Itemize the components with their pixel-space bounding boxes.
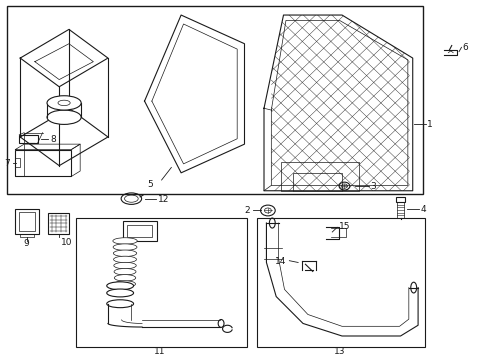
- Bar: [293, 173, 341, 191]
- Bar: [256, 218, 424, 347]
- Ellipse shape: [106, 289, 133, 297]
- Ellipse shape: [113, 244, 137, 250]
- Text: 12: 12: [158, 194, 169, 203]
- Bar: [281, 162, 358, 191]
- Ellipse shape: [113, 256, 136, 263]
- Text: 15: 15: [338, 222, 349, 231]
- Text: 11: 11: [154, 347, 165, 356]
- Ellipse shape: [114, 269, 136, 275]
- Bar: [127, 225, 152, 237]
- Ellipse shape: [113, 250, 137, 256]
- Ellipse shape: [114, 281, 135, 287]
- Ellipse shape: [114, 275, 136, 281]
- Text: 13: 13: [333, 347, 345, 356]
- Ellipse shape: [47, 96, 81, 110]
- Text: 14: 14: [274, 257, 286, 266]
- Ellipse shape: [113, 238, 137, 244]
- Text: 5: 5: [147, 180, 153, 189]
- Text: 8: 8: [50, 135, 56, 144]
- Text: 2: 2: [244, 206, 250, 215]
- Ellipse shape: [106, 282, 133, 290]
- Text: 1: 1: [427, 120, 432, 129]
- Bar: [19, 212, 35, 231]
- Text: 9: 9: [23, 239, 29, 248]
- Bar: [15, 149, 71, 176]
- Ellipse shape: [47, 110, 81, 125]
- Bar: [6, 6, 423, 194]
- Bar: [76, 218, 246, 347]
- Bar: [122, 221, 157, 241]
- Text: 10: 10: [61, 238, 73, 247]
- Bar: [48, 213, 69, 234]
- Text: 7: 7: [5, 159, 10, 168]
- Text: 6: 6: [462, 43, 467, 52]
- Ellipse shape: [106, 300, 133, 308]
- Ellipse shape: [114, 262, 136, 269]
- Bar: [15, 209, 39, 234]
- Bar: [395, 197, 405, 202]
- Bar: [19, 135, 38, 143]
- Text: 4: 4: [420, 205, 426, 214]
- Text: 3: 3: [369, 182, 375, 191]
